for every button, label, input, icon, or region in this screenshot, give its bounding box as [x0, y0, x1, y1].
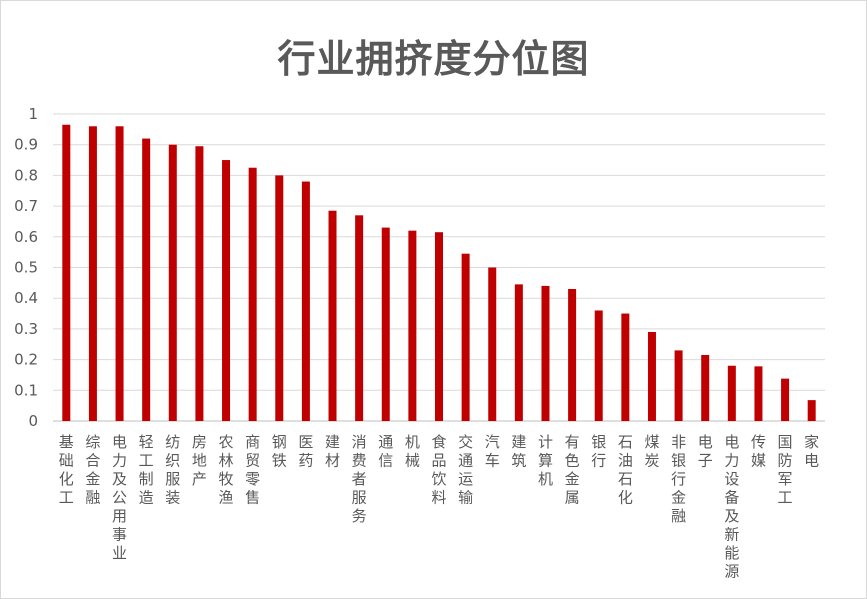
- bar: [461, 253, 470, 421]
- bar: [701, 354, 710, 421]
- bar: [248, 167, 257, 421]
- y-tick-label: 1: [28, 105, 38, 123]
- bar: [222, 160, 231, 422]
- bar: [328, 210, 337, 421]
- y-tick-label: 0.7: [14, 197, 38, 215]
- x-tick-label: 汽车: [485, 433, 500, 470]
- bar: [514, 284, 523, 421]
- bar: [88, 126, 97, 421]
- bar: [142, 138, 151, 421]
- bars: [62, 124, 816, 422]
- y-tick-label: 0.2: [14, 351, 38, 369]
- y-tick-label: 0.8: [14, 166, 38, 184]
- x-tick-label: 轻工制造: [139, 433, 154, 507]
- bar: [168, 144, 177, 421]
- x-tick-label: 综合金融: [85, 433, 100, 507]
- x-tick-label: 房地产: [192, 433, 207, 488]
- x-tick-label: 食品饮料: [431, 433, 446, 507]
- y-axis-ticks: 0 0.1 0.2 0.3 0.4 0.5 0.6 0.7 0.8 0.9 1: [14, 105, 38, 430]
- bar: [807, 400, 816, 421]
- y-tick-label: 0.6: [14, 228, 38, 246]
- bar: [62, 124, 71, 422]
- x-tick-label: 国防军工: [778, 433, 793, 507]
- bar: [674, 350, 683, 421]
- x-tick-label: 计算机: [538, 433, 553, 488]
- x-tick-label: 非银行金融: [671, 433, 686, 525]
- x-tick-label: 医药: [298, 433, 313, 470]
- x-tick-label: 通信: [378, 433, 393, 470]
- y-tick-label: 0.9: [14, 136, 38, 154]
- x-tick-label: 基础化工: [59, 433, 74, 507]
- bar: [621, 313, 630, 421]
- y-tick-label: 0: [28, 412, 38, 430]
- bar: [754, 366, 763, 421]
- x-tick-label: 机械: [405, 433, 420, 470]
- bar: [115, 126, 124, 421]
- bar: [594, 310, 603, 421]
- x-tick-label: 有色金属: [565, 433, 580, 507]
- x-tick-label: 建材: [325, 433, 340, 470]
- x-tick-label: 钢铁: [272, 433, 287, 470]
- y-tick-label: 0.4: [14, 289, 38, 307]
- bar: [647, 331, 656, 421]
- bar: [541, 285, 550, 421]
- bar: [781, 378, 790, 421]
- y-tick-label: 0.5: [14, 259, 38, 277]
- x-tick-label: 传媒: [751, 433, 766, 470]
- bar: [195, 146, 204, 422]
- x-tick-label: 建筑: [511, 433, 526, 470]
- bar: [435, 232, 443, 421]
- bar: [727, 365, 736, 421]
- x-tick-label: 家电: [804, 433, 819, 470]
- y-tick-label: 0.1: [14, 381, 38, 399]
- y-tick-label: 0.3: [14, 320, 38, 338]
- bar: [301, 181, 310, 421]
- x-axis-labels: 基础化工综合金融电力及公用事业轻工制造纺织服装房地产农林牧渔商贸零售钢铁医药建材…: [59, 433, 819, 581]
- x-tick-label: 煤炭: [644, 433, 659, 470]
- x-tick-label: 石油石化: [618, 433, 633, 507]
- x-tick-label: 纺织服装: [165, 433, 180, 507]
- bar: [568, 288, 577, 421]
- x-tick-label: 银行: [591, 433, 606, 470]
- chart-title: 行业拥挤度分位图: [277, 37, 590, 81]
- x-tick-label: 电子: [698, 433, 713, 470]
- x-tick-label: 农林牧渔: [219, 433, 234, 507]
- x-tick-label: 商贸零售: [245, 433, 260, 507]
- bar: [488, 267, 497, 421]
- bar: [408, 230, 417, 421]
- x-tick-label: 电力及公用事业: [112, 433, 127, 562]
- x-tick-label: 交通运输: [458, 433, 473, 507]
- x-tick-label: 消费者服务: [352, 433, 367, 525]
- x-tick-label: 电力设备及新能源: [724, 433, 739, 581]
- bar: [355, 215, 364, 421]
- bar: [381, 227, 390, 421]
- bar: [275, 175, 284, 421]
